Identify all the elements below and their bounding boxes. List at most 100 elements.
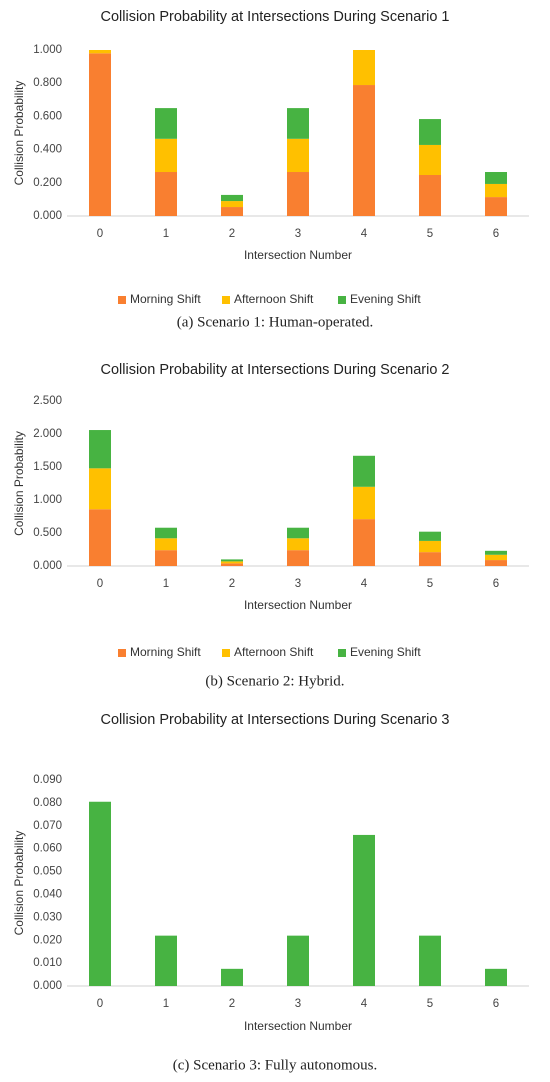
y-tick-label: 0.080 — [33, 797, 62, 809]
bar-segment — [89, 509, 111, 566]
legend-swatch — [222, 649, 230, 657]
bar-segment — [353, 519, 375, 566]
bar-segment — [89, 430, 111, 469]
legend-label: Evening Shift — [350, 292, 421, 306]
x-tick-label: 4 — [361, 998, 368, 1010]
y-tick-label: 0.040 — [33, 888, 62, 900]
x-tick-label: 3 — [295, 228, 301, 240]
bar — [287, 935, 309, 986]
bar-segment — [485, 554, 507, 561]
y-tick-label: 0.200 — [33, 177, 62, 189]
legend-label: Afternoon Shift — [234, 292, 314, 306]
x-axis-title: Intersection Number — [244, 248, 352, 262]
bar-segment — [485, 197, 507, 216]
y-tick-label: 0.800 — [33, 77, 62, 89]
bar-segment — [353, 50, 375, 86]
x-tick-label: 3 — [295, 998, 301, 1010]
bar — [485, 968, 507, 986]
bar-segment — [155, 138, 177, 173]
y-tick-label: 0.050 — [33, 866, 62, 878]
y-tick-label: 2.000 — [33, 428, 62, 440]
legend-label: Morning Shift — [130, 645, 201, 659]
y-axis-title: Collision Probability — [12, 81, 26, 186]
bar-segment — [353, 486, 375, 520]
y-tick-label: 0.030 — [33, 911, 62, 923]
y-tick-label: 0.060 — [33, 843, 62, 855]
bar-segment — [419, 119, 441, 145]
bar-segment — [485, 550, 507, 555]
bar-segment — [353, 85, 375, 216]
bar — [155, 935, 177, 986]
bar — [89, 801, 111, 986]
bar-segment — [89, 53, 111, 216]
legend-label: Afternoon Shift — [234, 645, 314, 659]
caption: (c) Scenario 3: Fully autonomous. — [173, 1057, 378, 1073]
x-tick-label: 5 — [427, 998, 433, 1010]
bar-segment — [221, 207, 243, 216]
y-tick-label: 1.000 — [33, 44, 62, 56]
legend-swatch — [338, 296, 346, 304]
y-axis-title: Collision Probability — [12, 431, 26, 536]
x-tick-label: 2 — [229, 228, 235, 240]
y-tick-label: 0.000 — [33, 560, 62, 572]
bar — [419, 935, 441, 986]
y-tick-label: 0.070 — [33, 820, 62, 832]
legend-swatch — [338, 649, 346, 657]
bar-segment — [419, 531, 441, 541]
chart-title: Collision Probability at Intersections D… — [101, 9, 450, 25]
x-tick-label: 6 — [493, 998, 499, 1010]
bar-segment — [155, 550, 177, 566]
x-tick-label: 2 — [229, 998, 235, 1010]
bar-segment — [155, 172, 177, 216]
bar-segment — [485, 560, 507, 566]
bar-segment — [287, 527, 309, 539]
bar-segment — [221, 194, 243, 202]
x-tick-label: 4 — [361, 578, 368, 590]
legend-swatch — [118, 649, 126, 657]
y-tick-label: 0.020 — [33, 934, 62, 946]
bar-segment — [155, 538, 177, 551]
bar-segment — [287, 538, 309, 551]
legend-swatch — [118, 296, 126, 304]
x-tick-label: 4 — [361, 228, 368, 240]
y-tick-label: 1.000 — [33, 494, 62, 506]
y-tick-label: 0.010 — [33, 957, 62, 969]
bar-segment — [221, 563, 243, 566]
y-tick-label: 0.000 — [33, 210, 62, 222]
x-tick-label: 0 — [97, 228, 103, 240]
x-tick-label: 1 — [163, 998, 169, 1010]
legend-swatch — [222, 296, 230, 304]
bar-segment — [221, 559, 243, 562]
bar-segment — [485, 183, 507, 198]
y-axis-title: Collision Probability — [12, 831, 26, 936]
x-axis-title: Intersection Number — [244, 598, 352, 612]
bar-segment — [155, 527, 177, 539]
y-tick-label: 0.400 — [33, 144, 62, 156]
legend-label: Morning Shift — [130, 292, 201, 306]
bar-segment — [419, 552, 441, 566]
y-tick-label: 1.500 — [33, 461, 62, 473]
caption: (a) Scenario 1: Human-operated. — [177, 314, 374, 330]
x-tick-label: 5 — [427, 578, 433, 590]
x-tick-label: 5 — [427, 228, 433, 240]
chart-title: Collision Probability at Intersections D… — [101, 362, 450, 378]
bar-segment — [89, 50, 111, 54]
x-tick-label: 0 — [97, 998, 103, 1010]
caption: (b) Scenario 2: Hybrid. — [205, 673, 344, 689]
bar-segment — [287, 138, 309, 173]
x-tick-label: 6 — [493, 578, 499, 590]
bar-segment — [485, 172, 507, 184]
chart-title: Collision Probability at Intersections D… — [101, 712, 450, 728]
y-tick-label: 0.600 — [33, 110, 62, 122]
y-tick-label: 0.090 — [33, 774, 62, 786]
bar-segment — [287, 550, 309, 566]
x-tick-label: 0 — [97, 578, 103, 590]
x-tick-label: 6 — [493, 228, 499, 240]
bar-segment — [287, 108, 309, 139]
bar — [221, 968, 243, 986]
y-tick-label: 0.000 — [33, 980, 62, 992]
legend-label: Evening Shift — [350, 645, 421, 659]
bar-segment — [419, 144, 441, 175]
bar-segment — [155, 108, 177, 139]
